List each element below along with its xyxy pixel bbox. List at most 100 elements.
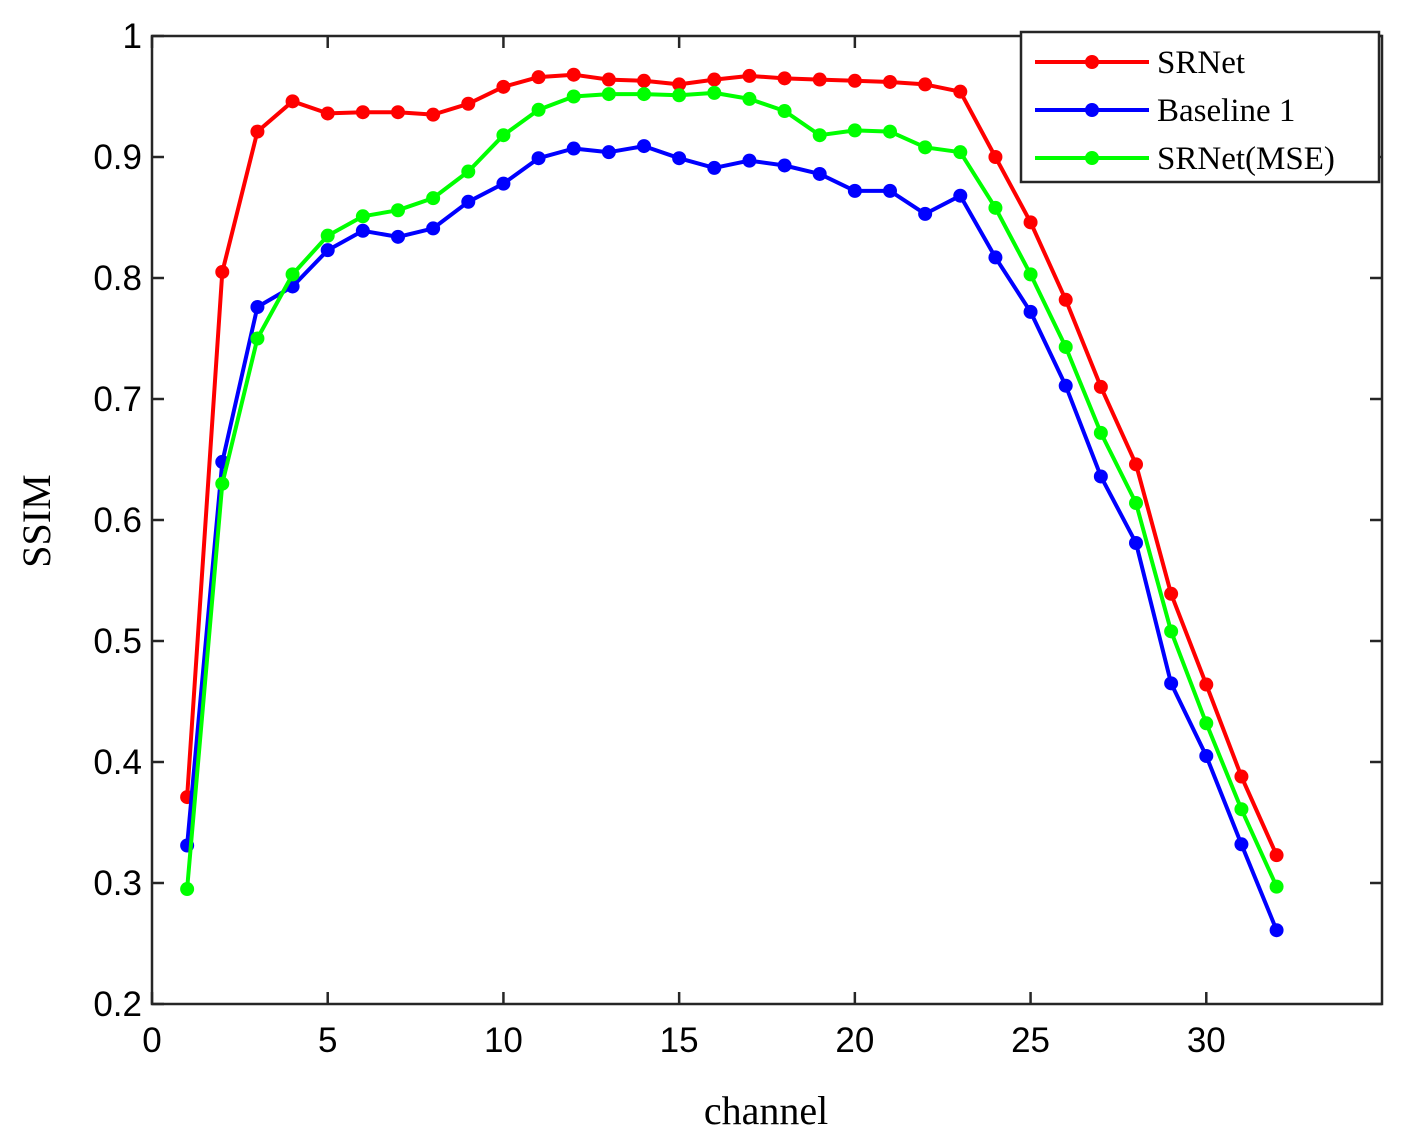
y-axis-label: SSIM — [14, 474, 59, 567]
data-point-baseline-1 — [566, 141, 581, 156]
data-point-srnet — [426, 107, 441, 122]
data-point-srnet-mse — [1269, 879, 1284, 894]
y-tick-label: 0.6 — [93, 501, 142, 540]
data-point-srnet — [391, 105, 405, 120]
legend-marker — [1085, 151, 1099, 165]
data-point-srnet — [847, 73, 862, 88]
data-point-baseline-1 — [742, 153, 757, 168]
x-tick-label: 10 — [484, 1021, 523, 1060]
data-point-baseline-1 — [1129, 535, 1143, 550]
x-tick-label: 25 — [1011, 1021, 1050, 1060]
data-point-srnet — [953, 84, 968, 99]
data-point-srnet-mse — [988, 200, 1003, 215]
data-point-baseline-1 — [1269, 923, 1284, 938]
data-point-srnet — [918, 77, 933, 92]
data-point-srnet-mse — [496, 128, 511, 143]
data-point-srnet-mse — [1234, 802, 1249, 817]
data-point-srnet-mse — [355, 209, 370, 224]
legend: SRNet Baseline 1 SRNet(MSE) — [1019, 30, 1381, 184]
legend-item-baseline-1: Baseline 1 — [1035, 93, 1295, 129]
data-point-srnet-mse — [812, 128, 827, 143]
data-point-baseline-1 — [988, 250, 1003, 265]
data-point-srnet-mse — [1129, 496, 1143, 511]
data-point-srnet-mse — [566, 89, 581, 104]
data-point-srnet — [601, 72, 616, 87]
y-tick-label: 0.7 — [93, 380, 142, 419]
data-point-srnet — [1129, 457, 1143, 472]
data-point-baseline-1 — [847, 183, 862, 198]
data-point-baseline-1 — [1023, 304, 1038, 319]
data-point-srnet-mse — [953, 145, 968, 160]
data-point-srnet-mse — [215, 476, 230, 491]
data-point-srnet-mse — [777, 104, 792, 119]
data-point-srnet-mse — [1199, 716, 1214, 731]
data-point-baseline-1 — [496, 176, 511, 191]
data-point-srnet-mse — [461, 164, 476, 179]
data-point-srnet — [707, 72, 722, 87]
data-point-srnet — [988, 150, 1003, 164]
data-point-baseline-1 — [918, 206, 933, 221]
data-point-srnet-mse — [285, 267, 300, 282]
y-tick-label: 0.3 — [93, 864, 142, 903]
data-point-srnet-mse — [742, 91, 757, 106]
legend-label: SRNet — [1157, 45, 1245, 81]
data-point-baseline-1 — [1164, 676, 1179, 691]
data-point-srnet — [531, 70, 546, 85]
x-tick-label: 20 — [835, 1021, 874, 1060]
data-point-srnet — [355, 105, 370, 120]
data-point-srnet-mse — [320, 228, 335, 243]
data-point-baseline-1 — [1093, 469, 1108, 484]
data-point-srnet — [250, 124, 265, 139]
data-point-srnet — [496, 79, 511, 94]
data-point-srnet-mse — [707, 85, 722, 100]
data-point-srnet-mse — [1164, 624, 1179, 639]
data-point-srnet-mse — [250, 331, 265, 346]
data-point-srnet — [777, 71, 792, 86]
data-point-srnet — [1234, 769, 1249, 784]
x-tick-label: 30 — [1187, 1021, 1226, 1060]
data-point-srnet — [1093, 379, 1108, 394]
data-point-baseline-1 — [812, 166, 827, 181]
series-srnet-mse — [180, 85, 1284, 897]
data-point-baseline-1 — [426, 221, 441, 236]
legend-marker — [1085, 103, 1099, 117]
data-point-baseline-1 — [391, 229, 405, 244]
data-point-baseline-1 — [777, 158, 792, 173]
data-point-srnet-mse — [531, 102, 546, 117]
data-point-baseline-1 — [883, 183, 897, 198]
data-point-baseline-1 — [250, 300, 265, 315]
data-point-srnet-mse — [1093, 425, 1108, 440]
data-point-srnet — [742, 68, 757, 83]
x-tick-label: 15 — [660, 1021, 699, 1060]
data-point-srnet-mse — [601, 87, 616, 102]
data-point-srnet — [1058, 292, 1073, 307]
x-axis-label: channel — [704, 1088, 828, 1133]
data-point-srnet-mse — [637, 87, 651, 102]
data-point-baseline-1 — [953, 188, 968, 203]
data-point-srnet-mse — [1023, 267, 1038, 282]
data-point-srnet-mse — [426, 191, 441, 206]
data-point-srnet — [637, 73, 651, 88]
data-point-srnet — [812, 72, 827, 87]
data-point-baseline-1 — [1199, 748, 1214, 763]
data-point-srnet — [215, 264, 230, 279]
data-point-srnet-mse — [883, 124, 897, 139]
data-point-baseline-1 — [637, 139, 651, 154]
data-point-srnet-mse — [391, 203, 405, 218]
data-point-srnet-mse — [1058, 339, 1073, 354]
y-tick-label: 0.8 — [93, 259, 142, 298]
data-point-baseline-1 — [1058, 378, 1073, 393]
legend-label: Baseline 1 — [1157, 93, 1295, 129]
data-point-baseline-1 — [355, 223, 370, 238]
data-point-srnet — [285, 94, 300, 109]
y-tick-label: 0.2 — [93, 985, 142, 1024]
series-baseline-1 — [180, 139, 1284, 938]
data-point-baseline-1 — [601, 145, 616, 160]
data-point-baseline-1 — [461, 194, 476, 209]
data-point-srnet-mse — [918, 140, 933, 155]
data-point-baseline-1 — [672, 151, 687, 166]
y-tick-label: 0.4 — [93, 743, 142, 782]
legend-item-srnet-mse: SRNet(MSE) — [1035, 141, 1335, 177]
